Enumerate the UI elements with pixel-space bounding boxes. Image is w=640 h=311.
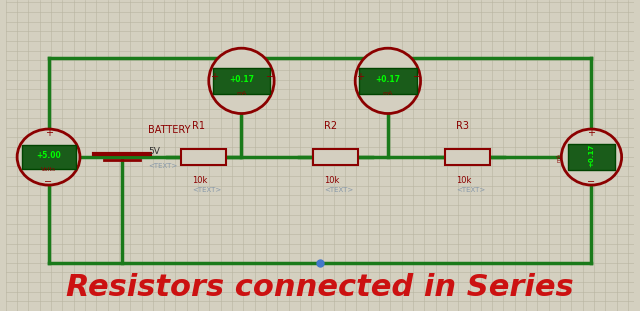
Text: +: +	[45, 128, 52, 138]
Ellipse shape	[17, 129, 80, 185]
Text: +5.00: +5.00	[36, 151, 61, 160]
Text: 10k: 10k	[456, 176, 472, 185]
Text: +0.17: +0.17	[376, 75, 401, 84]
Text: BATTERY: BATTERY	[148, 125, 191, 135]
Text: −: −	[588, 177, 596, 187]
Ellipse shape	[561, 129, 621, 185]
Text: mA: mA	[236, 91, 246, 96]
Text: 10k: 10k	[324, 176, 340, 185]
Text: mA: mA	[557, 152, 562, 162]
Text: −: −	[266, 72, 275, 82]
Text: 5V: 5V	[148, 147, 161, 156]
Text: <TEXT>: <TEXT>	[324, 187, 354, 193]
Text: +: +	[588, 128, 595, 138]
Text: −: −	[44, 177, 52, 187]
Text: Volts: Volts	[41, 167, 56, 172]
Text: +0.17: +0.17	[588, 144, 595, 168]
FancyBboxPatch shape	[22, 146, 76, 169]
FancyBboxPatch shape	[568, 144, 615, 170]
FancyBboxPatch shape	[212, 68, 270, 94]
Text: 10k: 10k	[193, 176, 208, 185]
Text: <TEXT>: <TEXT>	[193, 187, 221, 193]
FancyBboxPatch shape	[445, 149, 490, 165]
Text: Resistors connected in Series: Resistors connected in Series	[66, 273, 574, 302]
Text: R3: R3	[456, 121, 469, 131]
Text: <TEXT>: <TEXT>	[148, 163, 178, 169]
Ellipse shape	[355, 48, 420, 114]
Ellipse shape	[209, 48, 274, 114]
Text: mA: mA	[383, 91, 393, 96]
Text: <TEXT>: <TEXT>	[456, 187, 486, 193]
Text: +: +	[210, 72, 218, 82]
Text: R1: R1	[193, 121, 205, 131]
Text: +: +	[356, 72, 364, 82]
Text: −: −	[413, 72, 421, 82]
FancyBboxPatch shape	[181, 149, 227, 165]
FancyBboxPatch shape	[359, 68, 417, 94]
Text: R2: R2	[324, 121, 337, 131]
FancyBboxPatch shape	[313, 149, 358, 165]
Text: +0.17: +0.17	[229, 75, 254, 84]
